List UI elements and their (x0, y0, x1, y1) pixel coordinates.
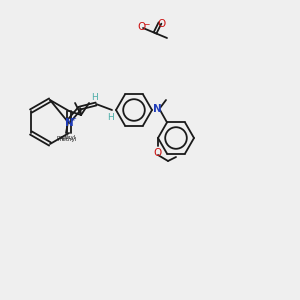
Text: +: + (70, 116, 76, 122)
Text: N: N (153, 104, 161, 114)
Text: H: H (106, 112, 113, 122)
Text: N: N (64, 118, 74, 128)
Text: O: O (157, 19, 165, 29)
Text: H: H (91, 92, 98, 101)
Text: methyl: methyl (57, 137, 76, 142)
Text: O: O (138, 22, 146, 32)
Text: methyl: methyl (56, 136, 76, 140)
Text: −: − (143, 20, 149, 29)
Text: O: O (154, 148, 162, 158)
